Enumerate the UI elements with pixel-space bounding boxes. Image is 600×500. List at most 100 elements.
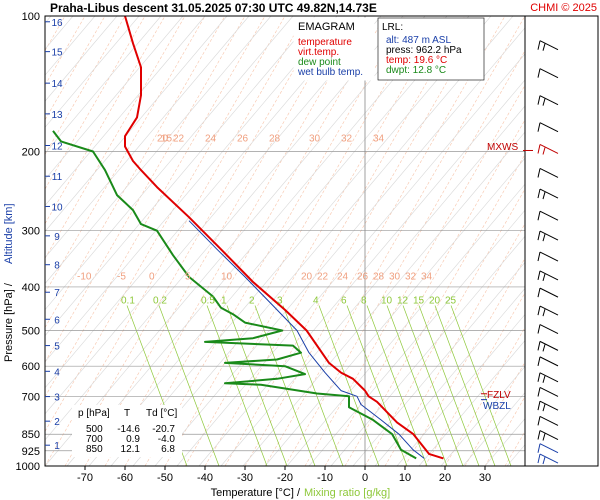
altitude-tick-label: 14 (51, 79, 63, 90)
isotherm-guide (484, 396, 525, 466)
y-tick-label: 850 (22, 429, 40, 441)
isotherm-guide (424, 292, 525, 466)
isotherm-guide (404, 257, 525, 466)
mixing-ratio-label: 15 (413, 295, 425, 306)
adiabat-guide (198, 79, 525, 466)
y-tick-label: 300 (22, 226, 40, 238)
wind-barb-icon (537, 324, 559, 334)
altitude-tick-label: 9 (54, 232, 60, 243)
isotherm-guide (304, 84, 525, 466)
altitude-tick-label: 11 (52, 172, 63, 183)
isotherm-label: 10 (221, 271, 233, 282)
mixing-ratio-label: 1 (221, 295, 227, 306)
adiabat-guide (418, 340, 525, 466)
isotherm-label: -5 (117, 271, 126, 282)
adiabat-guide (286, 183, 525, 466)
adiabat-guide (45, 16, 162, 154)
isotherm-label: 22 (317, 271, 329, 282)
isotherm-label: 26 (237, 133, 249, 144)
adiabat-guide (308, 209, 525, 466)
x-tick-label: -60 (117, 472, 133, 484)
series-wet-bulb-temp-line (188, 220, 425, 459)
adiabat-guide (374, 287, 525, 466)
level-table-bg (72, 405, 182, 457)
isotherm-guide (224, 16, 486, 466)
isotherm-guide (364, 188, 525, 466)
wind-barb-icon (537, 400, 559, 412)
mixing-ratio-label: 3 (277, 295, 283, 306)
mixing-ratio-line (346, 305, 408, 466)
adiabat-guide (66, 16, 448, 466)
adiabat-guide (45, 16, 118, 102)
mixing-ratio-line (254, 305, 316, 466)
isotherm-guide (45, 16, 306, 466)
isotherm-guide (444, 326, 525, 466)
adiabat-guide (352, 261, 525, 466)
isotherm-label: -10 (77, 271, 92, 282)
x-tick-label: -20 (277, 472, 293, 484)
adiabat-guide (551, 16, 600, 466)
mixing-ratio-line (386, 305, 448, 466)
y-tick-label: 500 (22, 326, 40, 338)
isotherm-guide (344, 153, 525, 466)
adiabat-guide (45, 16, 338, 363)
x-tick-label: -50 (157, 472, 173, 484)
isotherm-guide (545, 16, 600, 466)
isotherm-guide (324, 119, 525, 466)
x-tick-label: -10 (317, 472, 333, 484)
adiabat-guide (440, 366, 525, 466)
adiabat-guide (176, 53, 525, 466)
wind-barb-icon (537, 340, 559, 352)
mixing-ratio-label: 25 (445, 295, 457, 306)
isotherm-guide (565, 16, 600, 466)
isotherm-guide (204, 16, 466, 466)
wind-barb-icon (537, 372, 559, 383)
isotherm-guide (84, 16, 346, 466)
y-tick-label: 400 (22, 282, 40, 294)
altitude-tick-label: 12 (51, 142, 63, 153)
isotherm-guide (504, 430, 525, 466)
mixing-ratio-line (450, 305, 512, 466)
adiabat-guide (45, 16, 294, 311)
mixing-ratio-line (226, 305, 288, 466)
isotherm-guide (164, 16, 426, 466)
wind-barb-icon (537, 287, 559, 298)
altitude-tick-label: 13 (51, 110, 63, 121)
mixing-ratio-line (402, 305, 464, 466)
wind-barb-icon (537, 68, 559, 79)
mixing-ratio-label: 0.2 (153, 295, 167, 306)
y-tick-label: 925 (22, 446, 40, 458)
altitude-tick-label: 16 (51, 18, 63, 29)
wind-barb-icon (537, 270, 559, 282)
wind-barb-icon (537, 168, 559, 178)
adiabat-guide (88, 16, 470, 466)
isotherm-guide (524, 465, 525, 466)
isotherm-label: 34 (373, 133, 385, 144)
x-tick-label: -70 (77, 472, 93, 484)
mixing-ratio-line (418, 305, 480, 466)
altitude-tick-label: 3 (54, 393, 60, 404)
isotherm-label: 15 (161, 133, 173, 144)
mixing-ratio-label: 0.5 (201, 295, 215, 306)
wind-barb-icon (537, 430, 559, 441)
wind-barb-icon (537, 387, 559, 397)
y-tick-label: 600 (22, 361, 40, 373)
isotherm-guide (144, 16, 406, 466)
altitude-tick-label: 10 (51, 202, 63, 213)
altitude-tick-label: 1 (54, 441, 60, 452)
isotherm-guide (45, 16, 266, 398)
wind-barb-icon (537, 415, 559, 426)
x-tick-label: 30 (479, 472, 491, 484)
isotherm-guide (45, 16, 286, 432)
isotherm-label: 24 (205, 133, 217, 144)
wind-barb-icon (537, 443, 559, 454)
isotherm-label: 28 (373, 271, 385, 282)
adiabat-guide (462, 392, 525, 466)
adiabat-guide (45, 16, 360, 389)
x-tick-label: 10 (399, 472, 411, 484)
isotherm-label: 22 (173, 133, 185, 144)
isotherm-label: 30 (309, 133, 321, 144)
adiabat-guide (45, 16, 140, 128)
adiabat-guide (45, 16, 382, 415)
altitude-tick-label: 8 (54, 261, 60, 272)
